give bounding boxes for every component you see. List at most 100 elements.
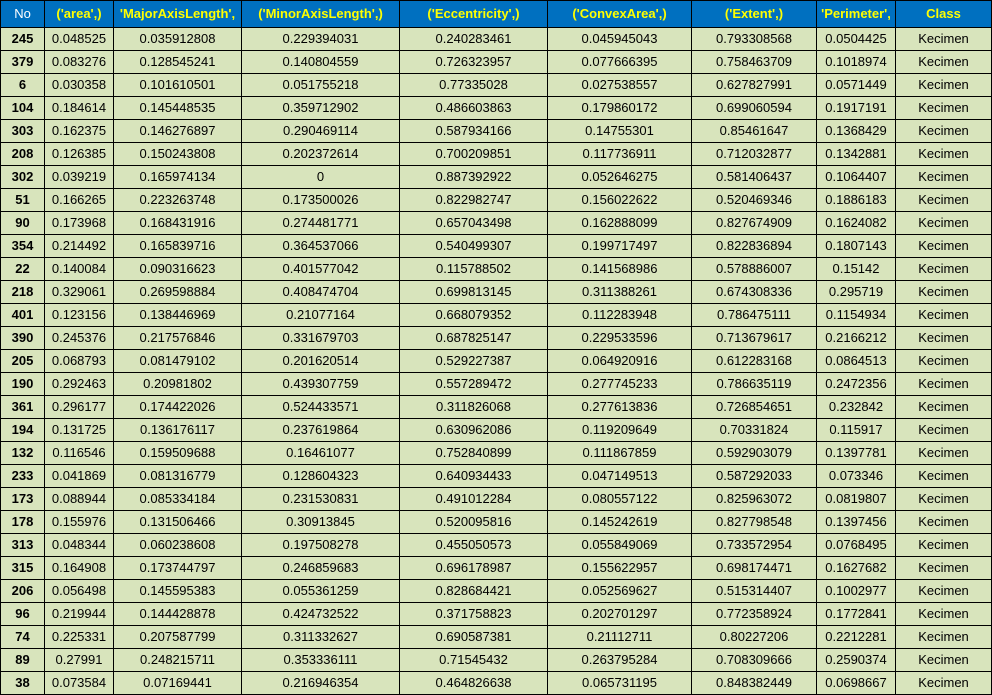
- cell-area[interactable]: 0.131725: [44, 418, 114, 442]
- cell-class[interactable]: Kecimen: [895, 119, 992, 143]
- cell-eccentricity[interactable]: 0.540499307: [399, 234, 548, 258]
- column-header-minor-axis-length[interactable]: ('MinorAxisLength',): [241, 0, 400, 28]
- cell-major-axis-length[interactable]: 0.248215711: [113, 648, 242, 672]
- cell-eccentricity[interactable]: 0.726323957: [399, 50, 548, 74]
- cell-no[interactable]: 206: [0, 579, 45, 603]
- cell-no[interactable]: 313: [0, 533, 45, 557]
- cell-extent[interactable]: 0.699060594: [691, 96, 817, 120]
- cell-area[interactable]: 0.088944: [44, 487, 114, 511]
- cell-extent[interactable]: 0.712032877: [691, 142, 817, 166]
- cell-class[interactable]: Kecimen: [895, 280, 992, 304]
- cell-no[interactable]: 208: [0, 142, 45, 166]
- cell-major-axis-length[interactable]: 0.146276897: [113, 119, 242, 143]
- cell-major-axis-length[interactable]: 0.20981802: [113, 372, 242, 396]
- cell-area[interactable]: 0.030358: [44, 73, 114, 97]
- cell-no[interactable]: 302: [0, 165, 45, 189]
- cell-minor-axis-length[interactable]: 0.274481771: [241, 211, 400, 235]
- cell-convex-area[interactable]: 0.077666395: [547, 50, 692, 74]
- cell-extent[interactable]: 0.825963072: [691, 487, 817, 511]
- cell-eccentricity[interactable]: 0.486603863: [399, 96, 548, 120]
- cell-class[interactable]: Kecimen: [895, 418, 992, 442]
- cell-major-axis-length[interactable]: 0.145448535: [113, 96, 242, 120]
- cell-class[interactable]: Kecimen: [895, 303, 992, 327]
- cell-area[interactable]: 0.123156: [44, 303, 114, 327]
- cell-major-axis-length[interactable]: 0.081479102: [113, 349, 242, 373]
- cell-minor-axis-length[interactable]: 0.055361259: [241, 579, 400, 603]
- cell-area[interactable]: 0.048525: [44, 27, 114, 51]
- cell-convex-area[interactable]: 0.179860172: [547, 96, 692, 120]
- cell-area[interactable]: 0.166265: [44, 188, 114, 212]
- cell-perimeter[interactable]: 0.1342881: [816, 142, 896, 166]
- cell-eccentricity[interactable]: 0.529227387: [399, 349, 548, 373]
- cell-perimeter[interactable]: 0.1397456: [816, 510, 896, 534]
- cell-perimeter[interactable]: 0.1886183: [816, 188, 896, 212]
- cell-extent[interactable]: 0.786475111: [691, 303, 817, 327]
- cell-area[interactable]: 0.214492: [44, 234, 114, 258]
- cell-convex-area[interactable]: 0.162888099: [547, 211, 692, 235]
- cell-extent[interactable]: 0.827674909: [691, 211, 817, 235]
- cell-class[interactable]: Kecimen: [895, 50, 992, 74]
- cell-perimeter[interactable]: 0.1624082: [816, 211, 896, 235]
- cell-perimeter[interactable]: 0.1002977: [816, 579, 896, 603]
- cell-perimeter[interactable]: 0.2212281: [816, 625, 896, 649]
- cell-eccentricity[interactable]: 0.630962086: [399, 418, 548, 442]
- cell-area[interactable]: 0.140084: [44, 257, 114, 281]
- cell-major-axis-length[interactable]: 0.138446969: [113, 303, 242, 327]
- cell-no[interactable]: 390: [0, 326, 45, 350]
- cell-extent[interactable]: 0.772358924: [691, 602, 817, 626]
- cell-minor-axis-length[interactable]: 0.359712902: [241, 96, 400, 120]
- cell-eccentricity[interactable]: 0.71545432: [399, 648, 548, 672]
- cell-minor-axis-length[interactable]: 0.311332627: [241, 625, 400, 649]
- cell-perimeter[interactable]: 0.1397781: [816, 441, 896, 465]
- cell-eccentricity[interactable]: 0.696178987: [399, 556, 548, 580]
- cell-perimeter[interactable]: 0.2590374: [816, 648, 896, 672]
- cell-extent[interactable]: 0.708309666: [691, 648, 817, 672]
- cell-perimeter[interactable]: 0.1627682: [816, 556, 896, 580]
- cell-no[interactable]: 104: [0, 96, 45, 120]
- cell-major-axis-length[interactable]: 0.136176117: [113, 418, 242, 442]
- cell-perimeter[interactable]: 0.1018974: [816, 50, 896, 74]
- cell-convex-area[interactable]: 0.202701297: [547, 602, 692, 626]
- cell-eccentricity[interactable]: 0.520095816: [399, 510, 548, 534]
- cell-perimeter[interactable]: 0.115917: [816, 418, 896, 442]
- cell-minor-axis-length[interactable]: 0.237619864: [241, 418, 400, 442]
- cell-eccentricity[interactable]: 0.115788502: [399, 257, 548, 281]
- cell-extent[interactable]: 0.581406437: [691, 165, 817, 189]
- cell-convex-area[interactable]: 0.117736911: [547, 142, 692, 166]
- cell-no[interactable]: 218: [0, 280, 45, 304]
- cell-no[interactable]: 190: [0, 372, 45, 396]
- cell-major-axis-length[interactable]: 0.131506466: [113, 510, 242, 534]
- cell-perimeter[interactable]: 0.2166212: [816, 326, 896, 350]
- cell-no[interactable]: 22: [0, 257, 45, 281]
- cell-minor-axis-length[interactable]: 0.30913845: [241, 510, 400, 534]
- cell-eccentricity[interactable]: 0.822982747: [399, 188, 548, 212]
- cell-minor-axis-length[interactable]: 0.201620514: [241, 349, 400, 373]
- cell-minor-axis-length[interactable]: 0.424732522: [241, 602, 400, 626]
- cell-major-axis-length[interactable]: 0.165839716: [113, 234, 242, 258]
- cell-area[interactable]: 0.27991: [44, 648, 114, 672]
- cell-eccentricity[interactable]: 0.557289472: [399, 372, 548, 396]
- cell-class[interactable]: Kecimen: [895, 27, 992, 51]
- cell-minor-axis-length[interactable]: 0.364537066: [241, 234, 400, 258]
- cell-class[interactable]: Kecimen: [895, 487, 992, 511]
- cell-class[interactable]: Kecimen: [895, 464, 992, 488]
- cell-eccentricity[interactable]: 0.828684421: [399, 579, 548, 603]
- cell-perimeter[interactable]: 0.0819807: [816, 487, 896, 511]
- cell-perimeter[interactable]: 0.0864513: [816, 349, 896, 373]
- cell-minor-axis-length[interactable]: 0.439307759: [241, 372, 400, 396]
- cell-no[interactable]: 51: [0, 188, 45, 212]
- cell-eccentricity[interactable]: 0.491012284: [399, 487, 548, 511]
- cell-convex-area[interactable]: 0.119209649: [547, 418, 692, 442]
- cell-convex-area[interactable]: 0.064920916: [547, 349, 692, 373]
- cell-convex-area[interactable]: 0.14755301: [547, 119, 692, 143]
- cell-minor-axis-length[interactable]: 0.140804559: [241, 50, 400, 74]
- cell-perimeter[interactable]: 0.0504425: [816, 27, 896, 51]
- cell-perimeter[interactable]: 0.1064407: [816, 165, 896, 189]
- cell-perimeter[interactable]: 0.0571449: [816, 73, 896, 97]
- cell-major-axis-length[interactable]: 0.101610501: [113, 73, 242, 97]
- cell-major-axis-length[interactable]: 0.168431916: [113, 211, 242, 235]
- cell-no[interactable]: 379: [0, 50, 45, 74]
- column-header-eccentricity[interactable]: ('Eccentricity',): [399, 0, 548, 28]
- cell-convex-area[interactable]: 0.199717497: [547, 234, 692, 258]
- cell-no[interactable]: 173: [0, 487, 45, 511]
